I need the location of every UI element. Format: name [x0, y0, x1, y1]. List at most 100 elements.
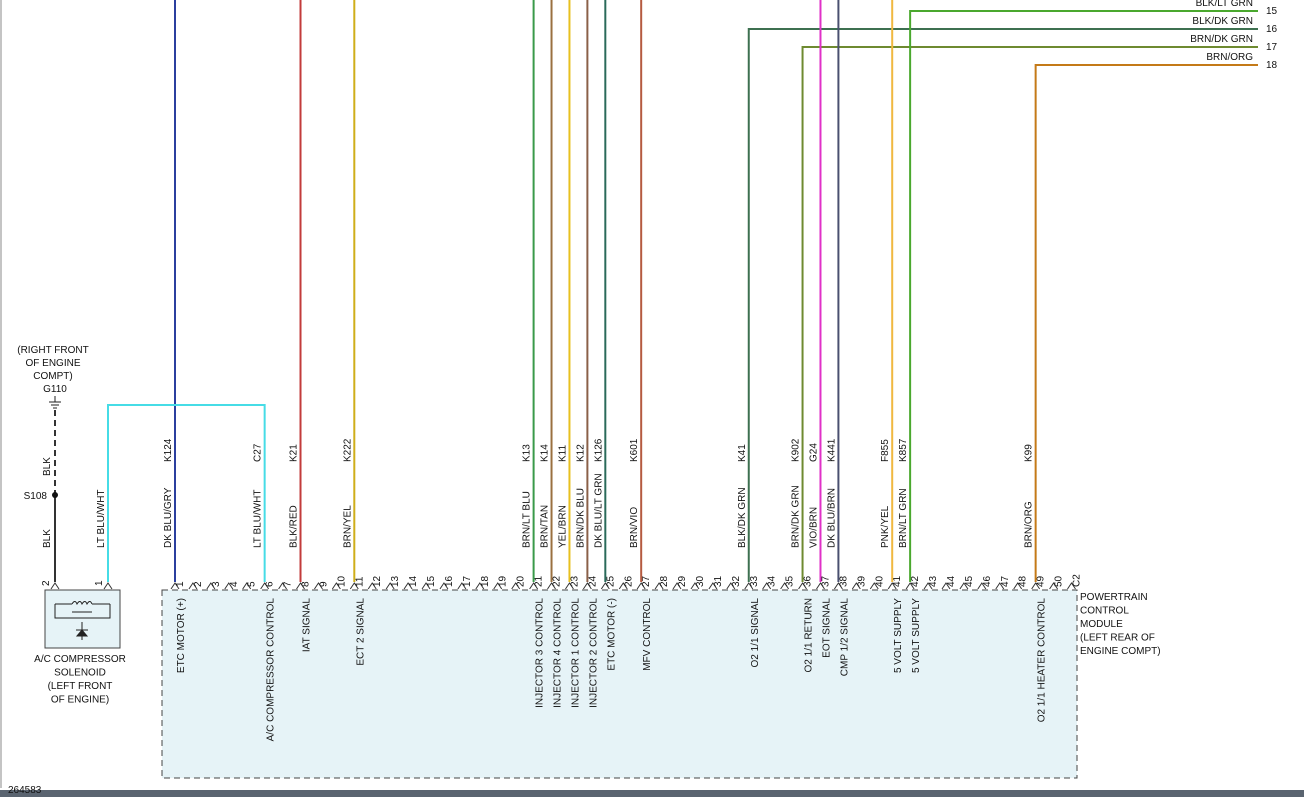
pin-terminal	[744, 582, 754, 590]
pin-terminal	[869, 582, 879, 590]
diagram-id: 264583	[8, 785, 42, 796]
pin-number: 28	[659, 575, 670, 587]
pin-number: 50	[1054, 575, 1065, 587]
pin-terminal	[1013, 582, 1023, 590]
solenoid-symbol	[54, 601, 111, 640]
wire-color: LT BLU/WHT	[253, 489, 264, 548]
circuit-id: K222	[342, 438, 353, 462]
wire	[747, 28, 1258, 582]
harness-number: 18	[1266, 60, 1278, 71]
pin-terminal	[887, 582, 897, 590]
wire-color: DK BLU/GRY	[163, 487, 174, 548]
wire-color: BRN/LT BLU	[522, 491, 533, 548]
pin-terminal	[654, 582, 664, 590]
pin-terminal	[529, 582, 539, 590]
wire	[107, 404, 266, 582]
pin-number: 7	[283, 581, 294, 587]
pin-terminal	[1067, 582, 1076, 590]
pin-number: 16	[444, 575, 455, 587]
pin-function: ETC MOTOR (-)	[606, 598, 617, 671]
pin-number: 34	[767, 575, 778, 587]
pin-terminal	[224, 582, 234, 590]
circuit-id: K41	[737, 444, 748, 462]
wire-color: BRN/ORG	[1024, 501, 1035, 548]
pin-function: O2 1/1 SIGNAL	[750, 598, 761, 668]
pin-number: 29	[677, 575, 688, 587]
pin-number: 38	[838, 575, 849, 587]
wire-color: BRN/YEL	[342, 505, 353, 548]
solenoid-box	[44, 589, 121, 649]
pin-function: INJECTOR 3 CONTROL	[535, 598, 546, 708]
harness-number: 17	[1266, 42, 1278, 53]
circuit-id: K12	[575, 444, 586, 462]
pin-number: 30	[695, 575, 706, 587]
wire-color: BRN/LT GRN	[898, 488, 909, 548]
circuit-id: K14	[540, 444, 551, 462]
circuit-id: K13	[522, 444, 533, 462]
pin-number: 20	[516, 575, 527, 587]
pin-number: 1	[175, 581, 186, 587]
pin-function: INJECTOR 1 CONTROL	[570, 598, 581, 708]
pin-number: 48	[1018, 575, 1029, 587]
pin-number: 35	[785, 575, 796, 587]
pin-terminal	[170, 582, 180, 590]
module-label: ENGINE COMPT)	[1080, 646, 1161, 657]
solenoid-label: A/C COMPRESSOR	[34, 654, 126, 665]
pin-number: 49	[1036, 575, 1047, 587]
pin-terminal	[367, 582, 377, 590]
bottom-bar	[0, 790, 1304, 797]
pin-function: ETC MOTOR (+)	[176, 598, 187, 673]
circuit-id: K601	[629, 438, 640, 462]
pin-number: 47	[1000, 575, 1011, 587]
pin-number: 8	[301, 581, 312, 587]
pin-terminal	[959, 582, 969, 590]
wire-color: BRN/DK BLU	[575, 488, 586, 548]
circuit-id: K11	[557, 445, 568, 462]
pin-terminal	[511, 582, 521, 590]
pin-function: INJECTOR 2 CONTROL	[588, 598, 599, 708]
pin-number: 44	[946, 575, 957, 587]
pin-number: 33	[749, 575, 760, 587]
pin-function: IAT SIGNAL	[302, 598, 313, 653]
wire-color: BRN/DK GRN	[791, 485, 802, 548]
pin-terminal	[672, 582, 682, 590]
module-label: POWERTRAIN	[1080, 592, 1148, 603]
harness-color: BLK/DK GRN	[1192, 16, 1253, 27]
wire-color: VIO/BRN	[808, 507, 819, 548]
solenoid-label: SOLENOID	[54, 668, 106, 679]
pin-function: 5 VOLT SUPPLY	[911, 598, 922, 673]
circuit-id: K902	[791, 438, 802, 462]
wire-color: YEL/BRN	[557, 505, 568, 548]
circuit-id: G24	[808, 443, 819, 462]
pin-number: 10	[336, 575, 347, 587]
module-box	[161, 589, 1078, 779]
pin-terminal	[923, 582, 933, 590]
pin-terminal	[851, 582, 861, 590]
pin-number: 5	[247, 581, 258, 587]
pin-function: MFV CONTROL	[642, 598, 653, 671]
pin-number: 27	[641, 575, 652, 587]
pin-terminal	[977, 582, 987, 590]
pin-terminal	[314, 582, 323, 590]
module-label: MODULE	[1080, 619, 1123, 630]
wire-color: LT BLU/WHT	[96, 489, 107, 548]
pin-number: 23	[569, 575, 580, 587]
wire-color: PNK/YEL	[880, 505, 891, 548]
module-label: (LEFT REAR OF	[1080, 633, 1155, 644]
pin-number: C2	[1072, 574, 1083, 587]
pin-number: 40	[874, 575, 885, 587]
pin-number: 9	[318, 581, 329, 587]
pin-function: ECT 2 SIGNAL	[355, 598, 366, 666]
pin-terminal	[278, 582, 287, 590]
circuit-id: K124	[163, 438, 174, 462]
circuit-id: F855	[880, 439, 891, 462]
pin-number: 2	[193, 581, 204, 587]
pin-terminal	[762, 582, 772, 590]
pin-terminal	[493, 582, 503, 590]
pin-number: 32	[731, 575, 742, 587]
wire-color: DK BLU/BRN	[826, 488, 837, 548]
pin-number: 46	[982, 575, 993, 587]
circuit-id: K99	[1024, 444, 1035, 462]
wire-color: BLK/DK GRN	[737, 487, 748, 548]
